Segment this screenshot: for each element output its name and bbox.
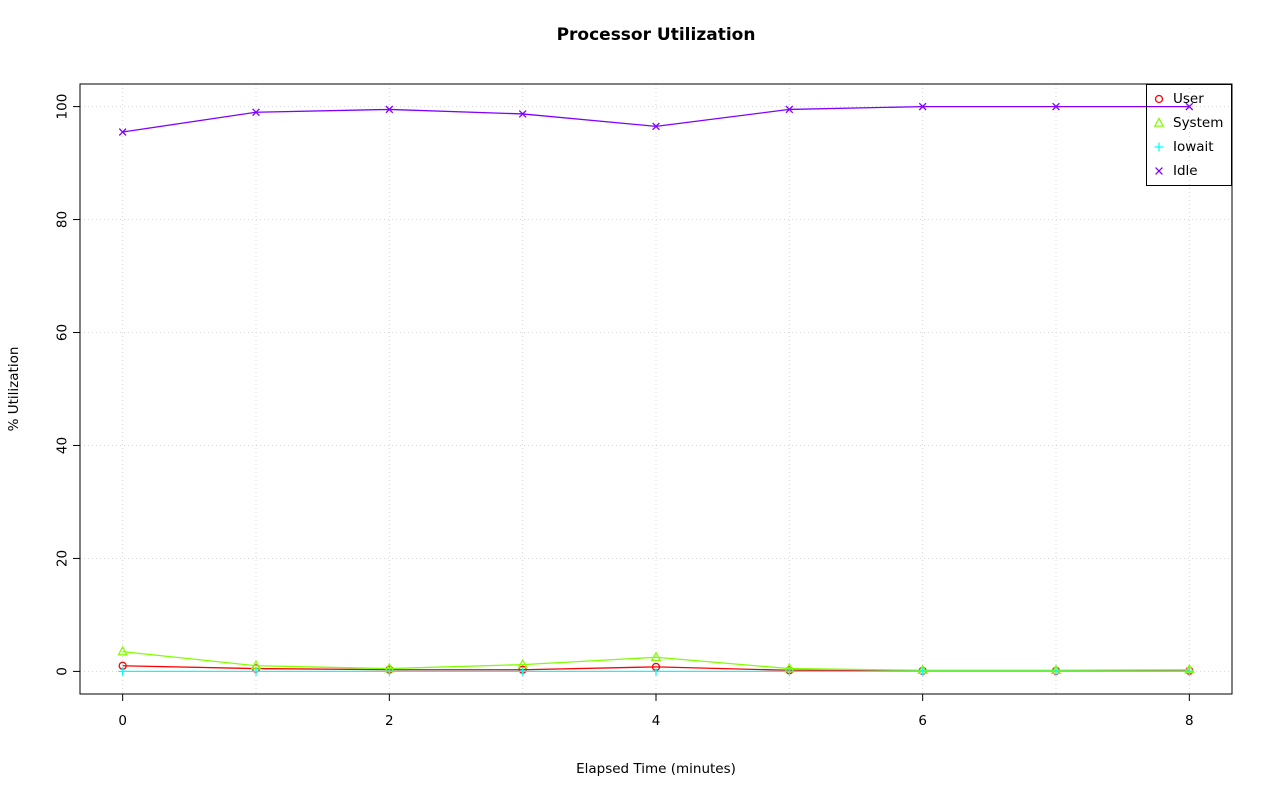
triangle-marker-icon: [1153, 117, 1165, 127]
triangle-marker-icon: [117, 645, 128, 656]
x-tick-label: 2: [385, 713, 394, 729]
y-tick-label: 60: [55, 324, 71, 341]
x-marker-icon: [918, 102, 927, 111]
y-tick-label: 80: [55, 211, 71, 228]
triangle-marker-icon: [1153, 117, 1165, 127]
circle-marker-icon: [1154, 94, 1164, 104]
x-tick-label: 0: [118, 713, 127, 729]
series-idle: [118, 102, 1194, 136]
plus-marker-icon: [1154, 142, 1164, 152]
x-marker-icon: [1155, 167, 1163, 175]
x-marker-icon: [1185, 102, 1194, 111]
gridlines: [80, 84, 1232, 694]
y-tick-label: 0: [55, 667, 71, 676]
series-iowait: [118, 667, 1194, 676]
y-axis-label: % Utilization: [6, 346, 22, 432]
legend-label: Iowait: [1173, 139, 1214, 155]
x-axis-label: Elapsed Time (minutes): [576, 761, 736, 777]
x-marker-icon: [385, 105, 394, 114]
y-tick-label: 100: [55, 94, 71, 120]
x-marker-icon: [785, 105, 794, 114]
x-tick-label: 6: [918, 713, 927, 729]
x-marker-icon: [118, 128, 127, 136]
series-line-system: [122, 650, 1190, 671]
x-tick-label: 4: [652, 713, 661, 729]
plus-marker-icon: [118, 667, 128, 676]
y-tick-label: 40: [55, 437, 71, 454]
x-tick-label: 8: [1185, 713, 1194, 729]
x-marker-icon: [252, 108, 260, 117]
chart-title: Processor Utilization: [556, 25, 756, 45]
legend-item-system: System: [1152, 111, 1231, 135]
y-tick-label: 20: [55, 550, 71, 567]
triangle-marker-icon: [650, 651, 662, 662]
plus-marker-icon: [784, 667, 794, 676]
x-marker-icon: [652, 122, 660, 131]
plus-marker-icon: [1051, 667, 1061, 676]
plus-marker-icon: [1154, 142, 1164, 152]
x-marker-icon: [1155, 167, 1163, 175]
legend: User System Iowait Idle: [1146, 84, 1232, 186]
legend-label: System: [1173, 115, 1224, 131]
x-marker-icon: [518, 110, 527, 118]
plus-marker-icon: [384, 667, 394, 676]
legend-item-idle: Idle: [1152, 159, 1231, 183]
plus-marker-icon: [1184, 667, 1194, 676]
plus-marker-icon: [251, 667, 261, 676]
legend-item-user: User: [1152, 87, 1231, 111]
plus-marker-icon: [918, 667, 928, 676]
plus-marker-icon: [518, 667, 528, 676]
legend-label: Idle: [1173, 163, 1198, 179]
plus-marker-icon: [651, 667, 661, 676]
circle-marker-icon: [1154, 94, 1164, 104]
x-marker-icon: [1052, 102, 1060, 111]
legend-label: User: [1173, 91, 1204, 107]
legend-item-iowait: Iowait: [1152, 135, 1231, 159]
